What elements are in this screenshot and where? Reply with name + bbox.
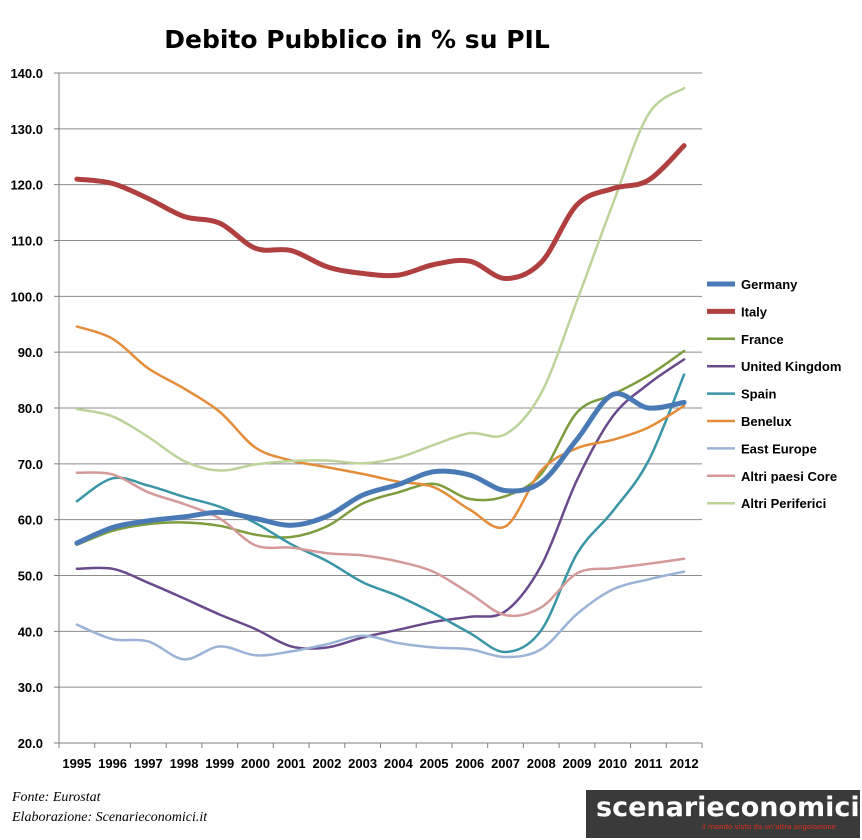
y-tick-label: 20.0: [18, 736, 43, 751]
elaboration-note: Elaborazione: Scenarieconomici.it: [12, 810, 208, 825]
x-tick-label: 2009: [563, 756, 592, 771]
y-tick-label: 70.0: [18, 457, 43, 472]
series-line-altri-paesi-core: [75, 471, 686, 618]
legend-label: United Kingdom: [741, 359, 841, 374]
y-tick-label: 30.0: [18, 680, 43, 695]
y-axis: 20.0 30.0 40.0 50.0 60.0 70.0 80.0 90.0 100.0 110…: [10, 66, 60, 751]
x-tick-label: 2008: [527, 756, 556, 771]
x-tick-label: 2006: [455, 756, 484, 771]
legend-label: East Europe: [741, 441, 817, 456]
x-tick-label: 2001: [277, 756, 306, 771]
legend-label: Italy: [741, 304, 768, 319]
x-tick-label: 1998: [170, 756, 199, 771]
chart-title: Debito Pubblico in % su PIL: [164, 25, 550, 54]
series-line-france: [75, 349, 686, 547]
x-tick-label: 2000: [241, 756, 270, 771]
legend-label: Altri Periferici: [741, 496, 826, 511]
x-tick-label: 1996: [98, 756, 127, 771]
series-line-east-europe: [75, 570, 686, 661]
x-axis: 1995 1996 1997 1998 1999 2000 2001 2002 2003 2004…: [58, 742, 703, 771]
y-tick-label: 80.0: [18, 401, 43, 416]
series-line-altri-periferici: [75, 86, 686, 472]
legend: Germany Italy France United Kingdom Spain Ben…: [707, 277, 841, 511]
series-lines: [74, 86, 687, 661]
x-tick-label: 2003: [348, 756, 377, 771]
series-line-benelux: [75, 325, 686, 530]
series-line-germany: [74, 391, 687, 546]
x-tick-label: 1995: [62, 756, 91, 771]
y-tick-label: 130.0: [10, 122, 43, 137]
y-tick-label: 40.0: [18, 624, 43, 639]
y-tick-label: 60.0: [18, 513, 43, 528]
logo-name-prefix: scenarieconomici: [596, 792, 860, 823]
y-tick-label: 90.0: [18, 345, 43, 360]
y-tick-label: 120.0: [10, 178, 43, 193]
series-line-italy: [74, 143, 687, 282]
legend-label: Spain: [741, 387, 776, 402]
legend-label: Germany: [741, 277, 798, 292]
scenarieconomici-logo: scenarieconomici.it il mondo visto da un…: [586, 790, 862, 838]
x-tick-label: 2005: [420, 756, 449, 771]
grid-lines: [59, 72, 702, 688]
x-tick-label: 2002: [312, 756, 341, 771]
x-tick-label: 2010: [598, 756, 627, 771]
source-note: Fonte: Eurostat: [12, 790, 101, 805]
logo-wordmark: scenarieconomici.it: [596, 792, 862, 823]
y-tick-label: 140.0: [10, 66, 43, 81]
legend-label: France: [741, 332, 784, 347]
x-tick-label: 1997: [134, 756, 163, 771]
x-tick-label: 2011: [634, 756, 662, 771]
x-tick-label: 2007: [491, 756, 520, 771]
legend-label: Benelux: [741, 414, 792, 429]
y-tick-label: 100.0: [10, 289, 43, 304]
y-tick-label: 110.0: [11, 234, 43, 249]
series-line-united-kingdom: [75, 358, 686, 650]
legend-label: Altri paesi Core: [741, 469, 837, 484]
x-tick-label: 1999: [205, 756, 234, 771]
logo-tagline: il mondo visto da un'altra angolazione: [701, 823, 836, 831]
logo-name-dot: .: [860, 792, 862, 823]
series-line-spain: [75, 373, 686, 654]
line-chart: Debito Pubblico in % su PIL 20.0 30.0 40.0…: [10, 25, 841, 771]
x-tick-label: 2012: [670, 756, 699, 771]
y-tick-label: 50.0: [18, 569, 43, 584]
x-tick-label: 2004: [384, 756, 414, 771]
